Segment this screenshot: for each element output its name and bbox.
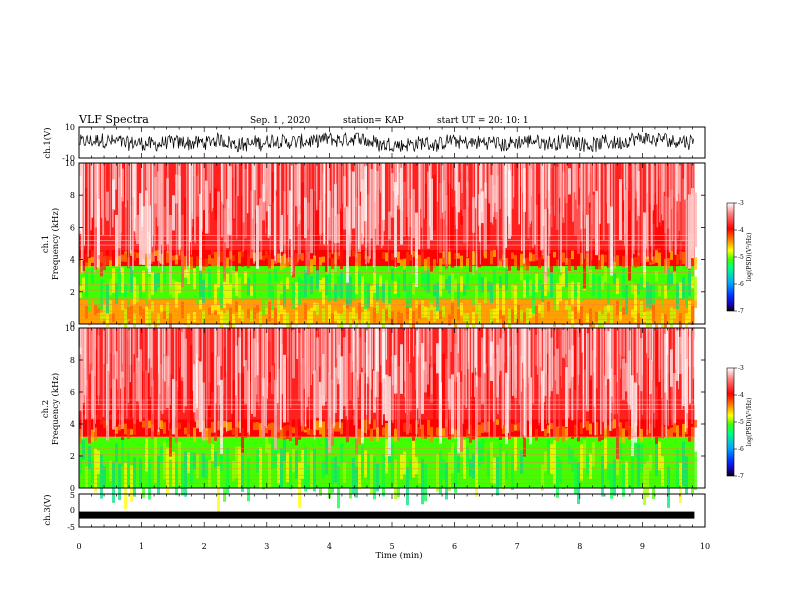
ch2-colorbar: -3 -4 -5 -6 -7 log(PSD)(V²/Hz): [726, 365, 753, 480]
x-tick-label-4: 4: [327, 542, 332, 551]
ch1-spec-ytick-label-6: 6: [70, 223, 75, 232]
ch3-wave-ytick-5: 5: [70, 491, 75, 500]
x-tick-label-6: 6: [452, 542, 457, 551]
ch1-wave-ytick-top: 10: [65, 123, 75, 132]
ch1-waveform-panel: 10 -10 ch.1(V): [42, 123, 706, 163]
ch3-waveform-trace: [79, 511, 695, 519]
start-time-label: start UT = 20: 10: 1: [437, 116, 529, 126]
ch2-colorbar-tick-label--7: -7: [738, 473, 744, 480]
ch2-spec-band-0-texture: [79, 436, 697, 512]
ch1-colorbar-tick-label--3: -3: [738, 200, 744, 207]
ch3-wave-ylabel: ch.3(V): [42, 494, 53, 525]
ch2-spec-ytick-label-8: 8: [70, 356, 75, 365]
ch1-colorbar-tick-label--5: -5: [738, 254, 744, 261]
ch2-colorbar-ticks: -3 -4 -5 -6 -7: [734, 365, 744, 480]
x-tick-label-0: 0: [76, 542, 81, 551]
x-axis-label: Time (min): [375, 550, 422, 561]
ch2-spec-yticks: 10 8 6 4 2 0: [65, 324, 705, 493]
ch2-colorbar-label: log(PSD)(V²/Hz): [746, 398, 753, 447]
ch2-spectrogram-panel: 10 8 6 4 2 0 ch.2 Frequency (kHz): [41, 324, 706, 512]
x-tick-label-5: 5: [389, 542, 394, 551]
ch1-colorbar-tick-label--6: -6: [738, 281, 744, 288]
ch2-colorbar-tick-label--5: -5: [738, 419, 744, 426]
ch1-spec-band-1-texture: [79, 266, 697, 316]
ch1-spec-ytick-label-0: 0: [70, 320, 75, 329]
ch1-colorbar-tick-label--7: -7: [738, 308, 744, 315]
date-label: Sep. 1 , 2020: [250, 116, 310, 126]
x-tick-label-9: 9: [640, 542, 645, 551]
ch1-wave-ylabel: ch.1(V): [42, 127, 53, 158]
ch1-spec-yticks: 10 8 6 4 2 0: [65, 159, 705, 329]
ch2-spec-ytick-label-6: 6: [70, 388, 75, 397]
ch2-spec-ytick-label-0: 0: [70, 484, 75, 493]
ch2-spec-narrowband-lines: [79, 399, 695, 484]
x-tick-label-3: 3: [264, 542, 269, 551]
ch1-spec-ytick-label-10: 10: [65, 159, 75, 168]
ch2-spec-ytick-label-4: 4: [70, 420, 75, 429]
x-tick-label-1: 1: [139, 542, 144, 551]
x-axis-tick-labels: 0 1 2 3 4 5 6 7 8 9 10: [76, 542, 710, 551]
ch3-wave-ytick-0: 0: [70, 506, 75, 515]
ch1-spec-ytick-label-2: 2: [70, 288, 75, 297]
ch1-spec-ylabel: Frequency (kHz): [50, 208, 61, 280]
ch3-wave-xticks: [78, 494, 706, 527]
ch2-spectrogram-image: [79, 328, 697, 512]
ch1-spec-ytick-label-8: 8: [70, 191, 75, 200]
ch2-spec-ylabel: Frequency (kHz): [50, 373, 61, 445]
ch2-spec-ytick-label-10: 10: [65, 324, 75, 333]
ch2-spec-xticks: [78, 328, 706, 488]
station-label: station= KAP: [343, 116, 404, 126]
x-tick-label-2: 2: [202, 542, 207, 551]
ch3-wave-ytick-minus5: -5: [67, 523, 75, 532]
ch1-colorbar-ticks: -3 -4 -5 -6 -7: [734, 200, 744, 315]
x-tick-label-8: 8: [577, 542, 582, 551]
ch1-spec-xticks: [78, 163, 706, 324]
ch1-spec-ytick-label-4: 4: [70, 256, 75, 265]
ch1-colorbar-scale: [726, 202, 735, 312]
ch1-wave-xticks: [78, 127, 706, 158]
ch2-spec-ytick-label-2: 2: [70, 452, 75, 461]
ch2-colorbar-tick-label--4: -4: [738, 392, 744, 399]
ch2-colorbar-tick-label--6: -6: [738, 446, 744, 453]
ch2-spec-channel-label: ch.2: [41, 400, 51, 418]
ch1-spec-streaks: [79, 163, 694, 276]
ch1-colorbar: -3 -4 -5 -6 -7 log(PSD)(V²/Hz): [726, 200, 753, 315]
ch1-colorbar-tick-label--4: -4: [738, 227, 744, 234]
ch1-colorbar-label: log(PSD)(V²/Hz): [746, 233, 753, 282]
ch1-spec-channel-label: ch.1: [41, 235, 51, 253]
figure-title: VLF Spectra: [78, 113, 149, 126]
ch1-spec-narrowband-lines: [79, 235, 695, 320]
ch2-colorbar-scale: [726, 367, 735, 477]
x-tick-label-10: 10: [700, 542, 710, 551]
x-tick-label-7: 7: [515, 542, 520, 551]
ch1-spectrogram-panel: 10 8 6 4 2 0 ch.1 Frequency (kHz): [41, 159, 706, 334]
ch2-spec-streaks: [79, 328, 695, 440]
ch1-spectrogram-image: [79, 163, 697, 334]
ch1-wave-ytick-bottom: -10: [62, 154, 75, 163]
ch2-colorbar-tick-label--3: -3: [738, 365, 744, 372]
ch1-waveform-trace: [79, 131, 694, 153]
ch3-waveform-panel: 5 0 -5 ch.3(V): [42, 491, 706, 532]
